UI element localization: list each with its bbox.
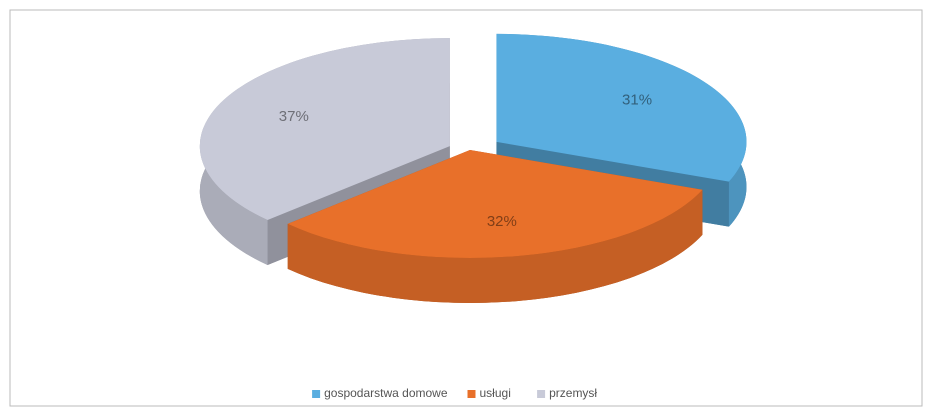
pie-slice — [199, 38, 450, 265]
legend-label: gospodarstwa domowe — [324, 386, 448, 400]
data-label: 32% — [487, 213, 517, 230]
legend-label: usługi — [480, 386, 511, 400]
data-label: 31% — [622, 92, 652, 109]
legend-swatch — [467, 390, 476, 398]
data-label: 37% — [279, 108, 309, 125]
legend-swatch — [537, 390, 546, 398]
slice-top — [496, 33, 747, 182]
legend-swatch — [312, 390, 321, 398]
slice-top — [199, 38, 450, 220]
slice-side — [287, 189, 703, 304]
pie-slice — [287, 150, 703, 304]
legend-label: przemysł — [549, 386, 597, 400]
slice-top — [287, 150, 703, 258]
